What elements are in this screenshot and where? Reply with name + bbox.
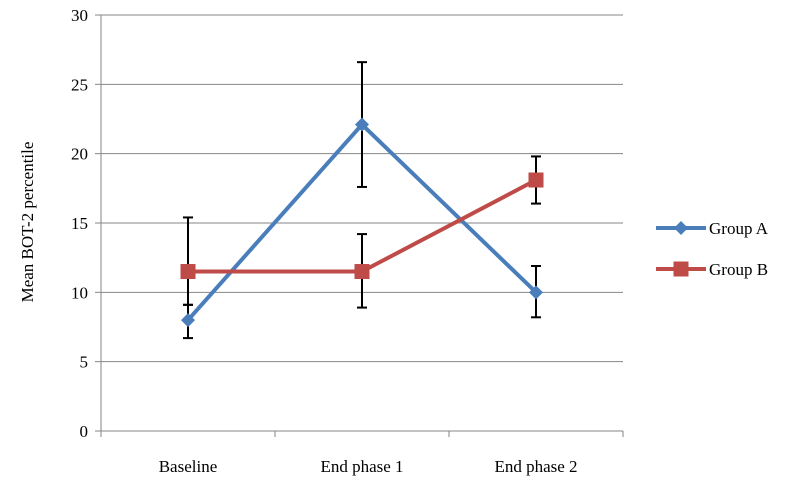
y-tick-label: 0 (80, 422, 89, 441)
series-markers (180, 117, 544, 328)
axes (95, 14, 624, 437)
data-point (181, 313, 195, 328)
y-tick-label: 30 (71, 6, 88, 25)
y-tick-labels: 0 5 10 15 20 25 30 (71, 6, 88, 441)
x-tick-label: End phase 2 (494, 457, 577, 476)
y-tick-label: 20 (71, 145, 88, 164)
data-point (180, 264, 196, 280)
error-bars (183, 61, 541, 340)
legend-swatch-marker (673, 261, 689, 277)
x-tick-labels: Baseline End phase 1 End phase 2 (159, 457, 578, 476)
legend-label: Group A (709, 219, 769, 238)
data-point (354, 264, 370, 280)
y-tick-label: 25 (71, 75, 88, 94)
y-tick-label: 15 (71, 214, 88, 233)
legend: Group A Group B (656, 219, 769, 279)
y-tick-label: 5 (80, 353, 89, 372)
x-tick-label: Baseline (159, 457, 218, 476)
data-point (528, 172, 544, 188)
y-axis-title: Mean BOT-2 percentile (18, 142, 37, 303)
x-tick-label: End phase 1 (320, 457, 403, 476)
legend-swatch-marker (674, 221, 688, 235)
y-tick-label: 10 (71, 283, 88, 302)
data-point (529, 285, 543, 300)
data-point (355, 117, 369, 132)
legend-label: Group B (709, 260, 768, 279)
